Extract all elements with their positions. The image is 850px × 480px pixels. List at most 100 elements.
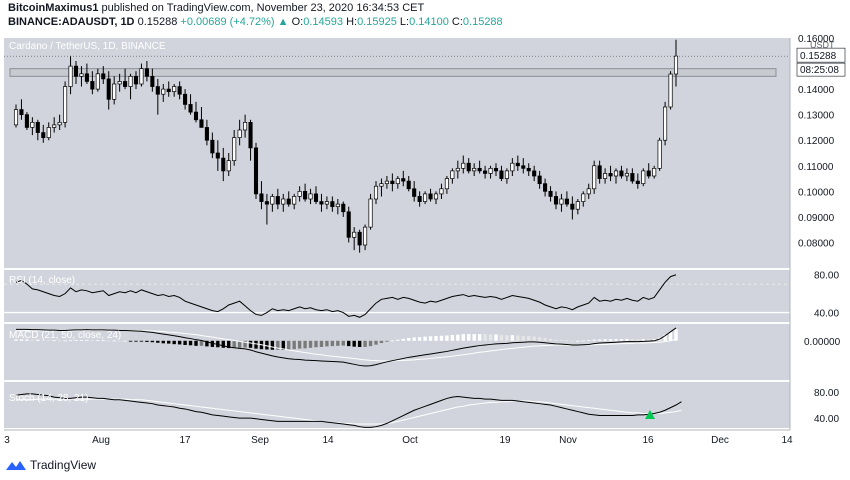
- time-tick-label: 17: [179, 435, 191, 446]
- candle: [232, 130, 237, 166]
- candle-body: [641, 170, 646, 185]
- macd-histogram-bar: [592, 339, 596, 341]
- candle-body: [592, 165, 597, 190]
- macd-histogram-bar: [325, 340, 329, 347]
- macd-histogram-bar: [161, 340, 165, 344]
- macd-histogram-bar: [379, 340, 384, 344]
- candle: [543, 178, 548, 197]
- macd-histogram-bar: [63, 340, 67, 342]
- candle-body: [564, 198, 569, 205]
- macd-histogram-bar: [412, 337, 416, 341]
- macd-histogram-bar: [581, 340, 585, 342]
- macd-histogram-bar: [41, 339, 45, 341]
- macd-histogram-bar: [47, 340, 51, 342]
- candle-body: [390, 180, 395, 185]
- macd-histogram-bar: [647, 339, 651, 341]
- candle: [559, 193, 564, 212]
- candle: [112, 76, 117, 105]
- candle-body: [646, 170, 651, 177]
- macd-histogram-bar: [134, 340, 138, 342]
- high-label: H:: [346, 16, 358, 28]
- candle: [461, 155, 466, 174]
- macd-histogram-bar: [565, 340, 569, 342]
- price-tick-label: 0.16000: [798, 34, 835, 45]
- macd-histogram-bar: [483, 334, 487, 341]
- price-tick-label: 0.14000: [798, 85, 835, 96]
- footer-brand[interactable]: TradingView: [30, 458, 97, 472]
- candle-body: [243, 121, 248, 131]
- candle: [297, 186, 302, 202]
- macd-histogram-bar: [101, 340, 105, 342]
- candle: [373, 181, 379, 205]
- candle: [477, 160, 482, 174]
- candle-body: [433, 193, 439, 200]
- macd-histogram-bar: [396, 339, 400, 341]
- macd-histogram-bar: [423, 336, 427, 341]
- candle-body: [172, 86, 177, 93]
- macd-histogram-bar: [619, 339, 624, 341]
- macd-histogram-bar: [297, 340, 302, 349]
- candle: [155, 78, 160, 115]
- macd-histogram-bar: [74, 339, 78, 341]
- author-name[interactable]: BitcoinMaximus1: [8, 2, 99, 14]
- candle-body: [526, 167, 531, 172]
- macd-histogram-bar: [401, 338, 405, 341]
- stoch-pane-bg: [4, 382, 790, 428]
- candle: [570, 196, 575, 220]
- macd-histogram-bar: [663, 334, 667, 341]
- candle-body: [635, 180, 640, 185]
- candle: [444, 176, 449, 194]
- chart-title: Cardano / TetherUS, 1D, BINANCE: [9, 41, 166, 52]
- chart[interactable]: USDT 0.08000 0.09000 0.10000 0.11000 0.12000 0…: [0, 33, 850, 455]
- candles: [4, 39, 790, 253]
- time-tick-label: Dec: [711, 435, 729, 446]
- open-label: O:: [291, 16, 304, 28]
- candle: [172, 84, 177, 97]
- price-tick-label: 0.13000: [798, 111, 835, 122]
- macd-histogram-bar: [68, 340, 73, 342]
- macd-histogram-bar: [548, 338, 553, 341]
- candle: [357, 229, 362, 253]
- candle-body: [297, 190, 302, 197]
- candle-body: [412, 188, 417, 197]
- candle-body: [19, 109, 24, 116]
- candle: [57, 114, 62, 130]
- candle: [204, 119, 209, 146]
- macd-histogram-bar: [292, 340, 296, 350]
- macd-histogram-bar: [428, 336, 433, 341]
- candle-body: [303, 190, 308, 200]
- macd-histogram-bar: [603, 339, 607, 341]
- macd-histogram-bar: [499, 334, 504, 341]
- candle-body: [521, 165, 526, 169]
- candle: [613, 168, 619, 184]
- low-value: 0.14100: [409, 16, 449, 28]
- candle: [488, 165, 493, 179]
- candle-body: [368, 198, 373, 228]
- candle-body: [215, 152, 220, 159]
- candle-body: [483, 170, 488, 174]
- candle-body: [401, 178, 406, 182]
- candle: [226, 153, 231, 176]
- candle: [270, 193, 275, 212]
- candle: [35, 119, 40, 141]
- tradingview-logo-icon[interactable]: [6, 459, 26, 471]
- candle: [597, 160, 602, 184]
- candle-body: [292, 196, 297, 205]
- candle: [253, 142, 259, 199]
- price-tag: 0.15288: [800, 51, 837, 62]
- candle-body: [232, 137, 237, 162]
- macd-histogram-bar: [467, 334, 471, 341]
- candle: [150, 68, 155, 92]
- candle-body: [515, 162, 520, 167]
- candle-body: [395, 178, 400, 185]
- candle-body: [663, 106, 668, 141]
- macd-histogram-bar: [636, 339, 640, 341]
- candle: [417, 191, 422, 207]
- macd-histogram-bar: [25, 339, 29, 341]
- candle-body: [597, 165, 602, 179]
- macd-histogram-bar: [237, 340, 242, 348]
- macd-histogram-bar: [543, 338, 547, 341]
- macd-histogram-bar: [205, 340, 209, 347]
- axes: USDT 0.08000 0.09000 0.10000 0.11000 0.12000 0…: [4, 34, 846, 446]
- candle-body: [581, 193, 586, 202]
